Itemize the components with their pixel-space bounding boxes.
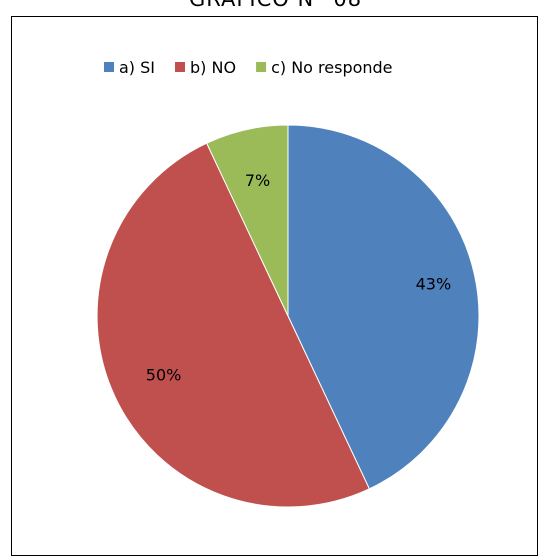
legend-label-1: a) SI (119, 58, 155, 77)
pie-slice-3 (206, 124, 289, 317)
legend-swatch-1 (104, 62, 114, 72)
data-label-1: 43% (416, 275, 452, 294)
pie-labels: 43% 50% 7% (146, 171, 451, 385)
pie-slices (96, 124, 480, 508)
data-label-3: 7% (245, 171, 270, 190)
data-label-2: 50% (146, 366, 182, 385)
legend-swatch-2 (175, 62, 186, 72)
legend: a) SI b) NO c) No responde (104, 58, 393, 77)
chart-heading-fragment: GRÁFICO N° 08 (0, 0, 551, 11)
legend-label-3: c) No responde (271, 58, 392, 77)
legend-swatch-3 (256, 62, 267, 72)
pie-slice-1 (287, 124, 480, 490)
pie-slice-2 (96, 142, 370, 508)
pie-chart: a) SI b) NO c) No responde 43% 50% 7% (96, 58, 480, 508)
legend-label-2: b) NO (190, 58, 236, 77)
